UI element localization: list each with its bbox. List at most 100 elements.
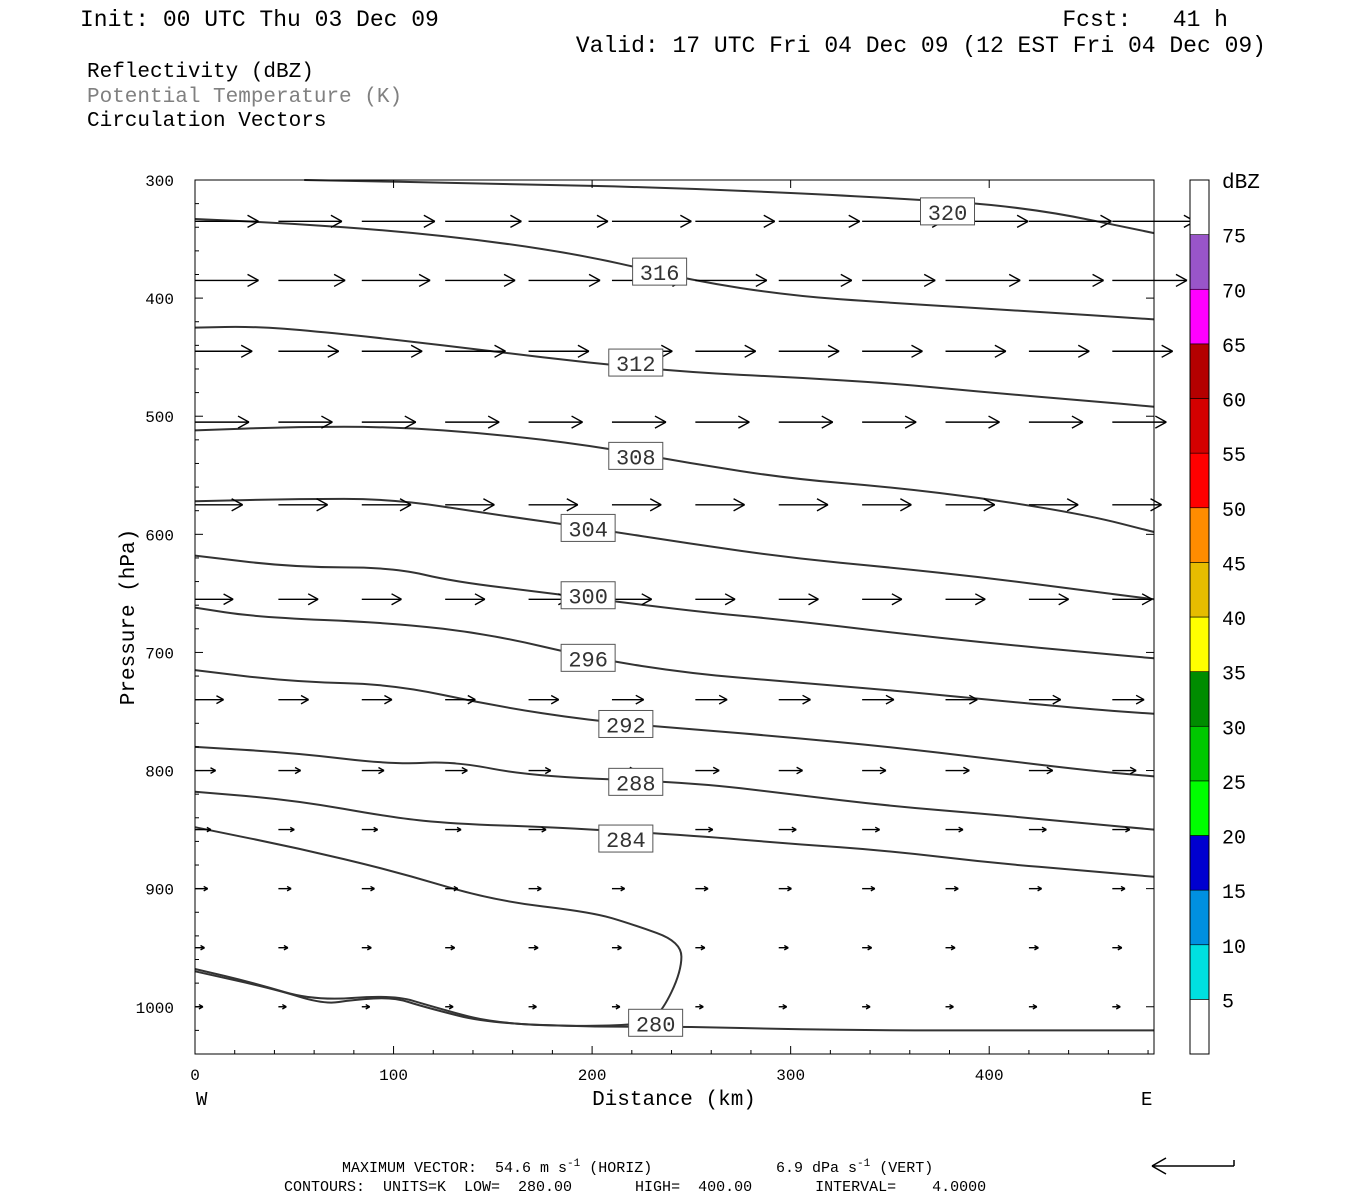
circulation-vector [445,885,459,892]
circulation-vector [361,593,402,606]
svg-text:300: 300 [568,586,608,611]
circulation-vector [778,1003,788,1010]
colorbar-segment [1189,889,1210,946]
circulation-vector [1112,273,1188,288]
circulation-vector [278,415,333,429]
circulation-vector [278,766,301,775]
contour-label-layer: 320 316 312 308 304 300 296 292 288 284 280 [560,197,976,1038]
circulation-vector [278,826,295,833]
svg-text:296: 296 [568,648,608,673]
x-tick-label: 0 [190,1067,200,1085]
colorbar-segment [1189,179,1210,235]
circulation-vector [778,885,792,892]
contour-info: CONTOURS: UNITS=K LOW= 280.00 HIGH= 400.… [284,1179,986,1196]
circulation-vector [611,214,692,229]
y-tick-label: 600 [145,527,174,545]
circulation-vector [361,273,431,288]
circulation-vector [278,885,292,892]
colorbar-segment [1189,999,1210,1055]
colorbar-label: 10 [1222,937,1246,960]
circulation-vector [1028,766,1054,775]
circulation-vector [611,415,667,429]
contour-label-288: 288 [608,767,664,797]
circulation-vector [195,826,212,833]
colorbar-segment [1189,288,1210,345]
circulation-vector [778,273,853,288]
y-tick-label: 800 [145,764,174,782]
svg-text:316: 316 [640,262,680,287]
colorbar-title: dBZ [1222,172,1260,195]
svg-text:292: 292 [606,714,646,739]
svg-text:320: 320 [928,202,968,227]
circulation-vector [195,593,234,606]
circulation-vector [195,344,253,358]
axis-layer: 300 400 500 600 700 800 900 1000 0 100 200 300 400 [136,173,1154,1085]
circulation-vector [528,415,583,429]
circulation-vector [862,826,880,833]
circulation-vector [778,944,789,951]
circulation-vector [778,694,811,705]
circulation-vector [278,273,346,288]
circulation-vector [361,944,372,951]
y-tick-label: 1000 [136,1000,174,1018]
circulation-vector [195,273,259,288]
circulation-vector [695,766,720,775]
circulation-vector [445,415,500,429]
circulation-vector [1112,415,1167,429]
circulation-vector [611,944,622,951]
circulation-vector [278,498,328,512]
circulation-vector [278,694,309,705]
circulation-vector [1112,593,1153,606]
colorbar-segment [1189,562,1210,618]
circulation-vector [862,1003,871,1010]
circulation-vector [361,344,423,358]
colorbar-segment [1189,234,1210,290]
contour-line-312 [194,325,1155,408]
colorbar-label: 65 [1222,336,1246,359]
x-tick-label: 300 [776,1067,805,1085]
contour-label-300: 300 [560,581,616,611]
circulation-vector [862,593,903,606]
circulation-vector [695,885,709,892]
circulation-vector [195,944,205,951]
svg-text:284: 284 [606,829,646,854]
circulation-vector [278,944,289,951]
circulation-vector [695,214,776,229]
circulation-vector [1112,766,1137,775]
colorbar-segment [1189,944,1210,1000]
colorbar-label: 35 [1222,664,1246,687]
colorbar-segment [1189,452,1210,509]
svg-text:312: 312 [616,353,656,378]
circulation-vector [528,944,539,951]
circulation-vector [695,344,757,358]
circulation-vector [611,694,645,705]
colorbar-label: 25 [1222,773,1246,796]
circulation-vector [528,694,560,705]
circulation-vector [695,498,745,512]
contour-label-292: 292 [598,709,654,739]
circulation-vector [862,766,887,775]
circulation-vector [1028,415,1084,429]
contour-line-280 [194,826,683,1027]
colorbar-segment [1189,616,1210,672]
circulation-vector [695,593,736,606]
circulation-vector [695,415,750,429]
circulation-vector [1028,826,1047,833]
circulation-vector [361,826,379,833]
contour-label-304: 304 [560,513,616,543]
circulation-vector [695,826,714,833]
svg-text:308: 308 [616,446,656,471]
valid-time: Valid: 17 UTC Fri 04 Dec 09 (12 EST Fri … [576,33,1266,59]
circulation-vector [361,415,417,429]
circulation-vector [862,273,936,288]
field-label-reflectivity: Reflectivity (dBZ) [87,61,314,84]
contour-line-296 [194,606,1155,715]
circulation-vector [1028,498,1079,512]
circulation-vector [278,214,343,229]
svg-text:288: 288 [616,772,656,797]
circulation-vector [862,498,912,512]
circulation-vector [445,498,495,512]
contour-line-288 [194,745,1155,831]
circulation-vector [945,944,956,951]
